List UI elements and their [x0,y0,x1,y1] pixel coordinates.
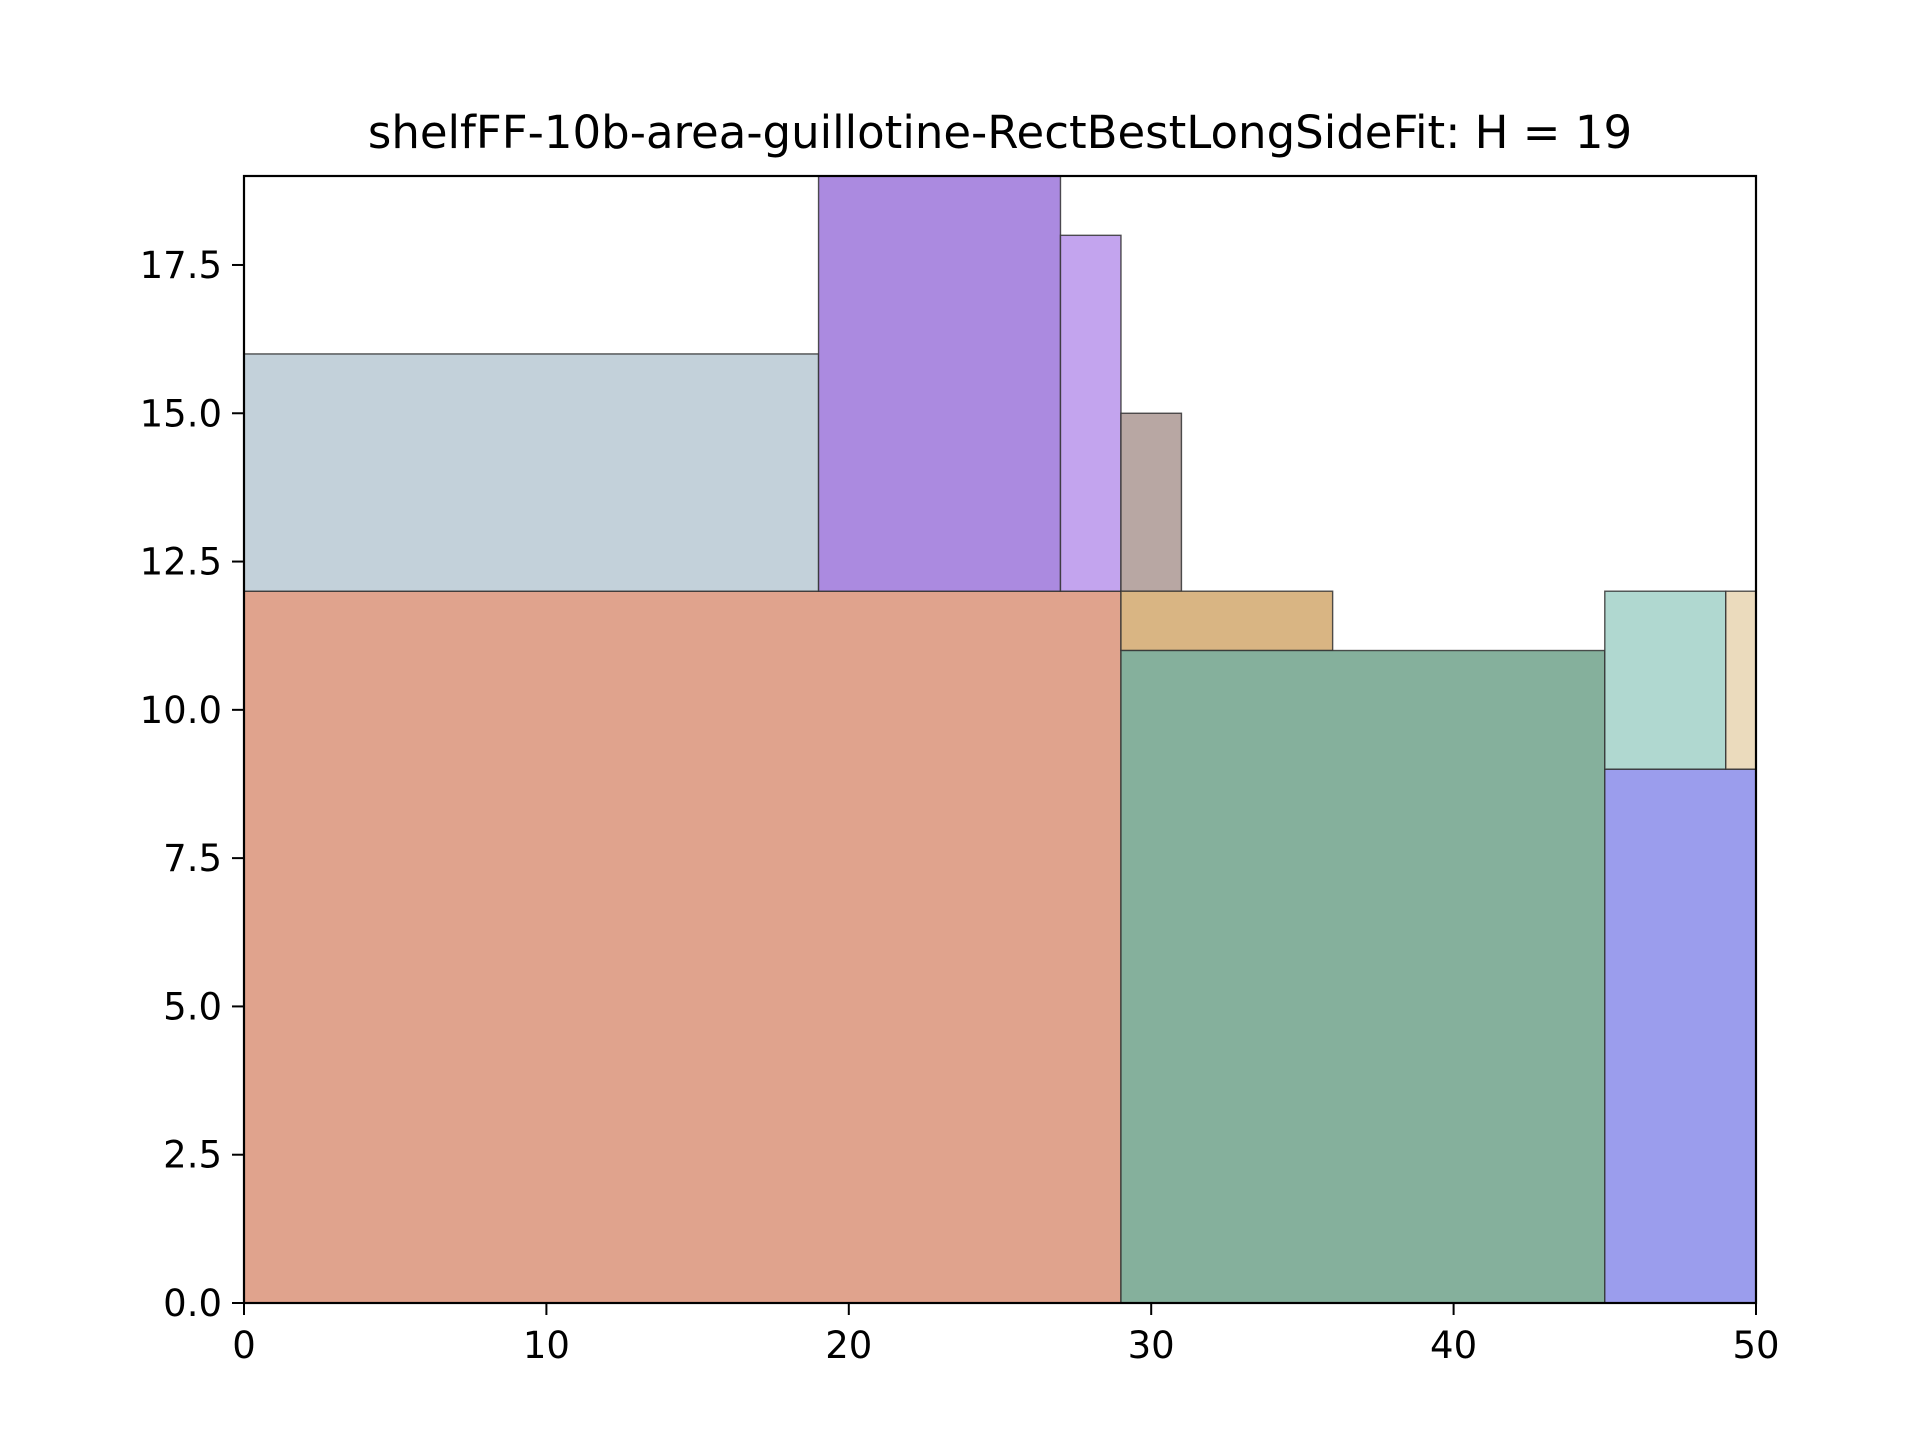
packed-rect-9 [1605,591,1726,769]
y-tick-label: 2.5 [163,1134,222,1177]
packed-rect-10 [1726,591,1756,769]
y-tick-label: 7.5 [163,837,222,880]
packed-rect-6 [1121,591,1333,650]
chart-title: shelfFF-10b-area-guillotine-RectBestLong… [368,106,1632,159]
y-tick-label: 12.5 [140,541,222,584]
y-tick-label: 10.0 [140,689,222,732]
packed-rectangles [244,176,1756,1303]
packed-rect-5 [1121,413,1181,591]
x-tick-label: 50 [1732,1324,1779,1367]
y-tick-label: 0.0 [163,1282,222,1325]
x-axis: 0 10 20 30 40 50 [232,1303,1779,1367]
packed-rect-7 [1121,651,1605,1303]
packed-rect-1 [244,591,1121,1303]
packed-rect-3 [819,176,1061,591]
x-tick-label: 20 [825,1324,872,1367]
packed-rect-8 [1605,769,1756,1303]
x-tick-label: 0 [232,1324,256,1367]
packed-rect-2 [244,354,819,591]
x-tick-label: 30 [1128,1324,1175,1367]
x-tick-label: 40 [1430,1324,1477,1367]
y-axis: 0.0 2.5 5.0 7.5 10.0 12.5 15.0 17.5 [140,244,244,1325]
y-tick-label: 17.5 [140,244,222,287]
y-tick-label: 15.0 [140,392,222,435]
packed-rect-4 [1060,235,1120,591]
x-tick-label: 10 [523,1324,570,1367]
y-tick-label: 5.0 [163,985,222,1028]
